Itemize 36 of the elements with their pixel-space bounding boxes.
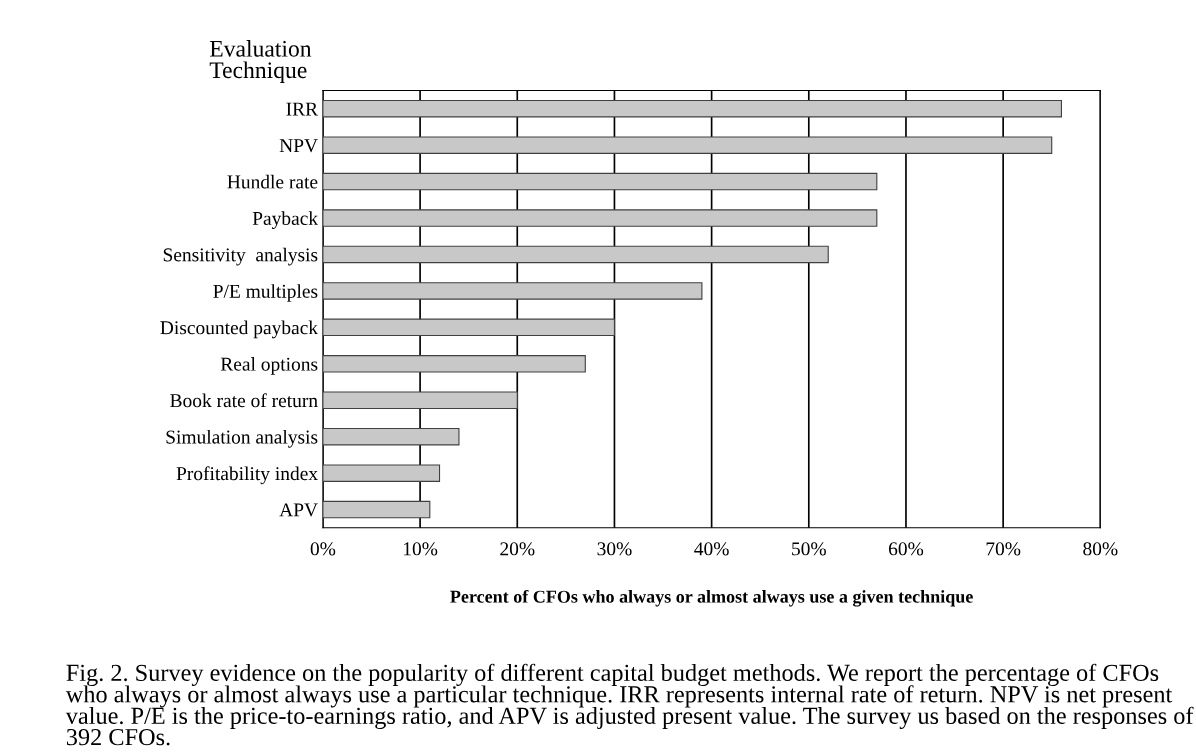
y-tick-label: P/E multiples <box>213 284 318 302</box>
x-tick-label: 50% <box>792 542 826 556</box>
y-axis-title: Evaluation Technique <box>209 40 312 83</box>
x-tick-label: 80% <box>1083 542 1118 556</box>
bar <box>322 391 518 410</box>
y-tick-label: Hundle rate <box>227 174 318 189</box>
bar <box>322 464 441 482</box>
y-tick-label: Payback <box>252 211 319 229</box>
x-axis-title: Percent of CFOs who always or almost always use a given technique <box>450 589 973 607</box>
x-tick-label: 20% <box>500 542 535 556</box>
y-tick-label: NPV <box>279 139 318 153</box>
bar <box>322 355 586 373</box>
y-tick-label: Book rate of return <box>170 393 318 408</box>
x-tick-label: 70% <box>986 542 1021 556</box>
bar <box>322 99 1063 118</box>
y-tick-label: Profitability index <box>176 466 318 485</box>
y-tick-label: Discounted payback <box>160 320 319 339</box>
bar <box>322 427 460 446</box>
bar <box>322 282 703 300</box>
x-tick-label: 0% <box>310 542 336 556</box>
y-tick-label: APV <box>279 503 318 517</box>
bar <box>322 500 431 519</box>
caption: Fig. 2. Survey evidence on the popularity of different capital budget methods. We report the percentage of CFOs who always or almost always use a particular technique. IRR represents internal rate of return. NPV is net present value. P/E is the price-to-earnings ratio, and APV is adjusted present value. The survey us based on the responses of 392 CFOs. <box>65 663 1194 746</box>
x-tick-label: 10% <box>403 542 438 556</box>
y-tick-label: IRR <box>286 102 319 116</box>
y-tick-label: Sensitivity analysis <box>163 247 318 266</box>
y-tick-label: Simulation analysis <box>166 429 318 448</box>
y-tick-label: Real options <box>220 357 318 375</box>
bar <box>322 172 878 191</box>
x-tick-label: 60% <box>888 542 924 556</box>
bar <box>322 318 616 337</box>
x-tick-label: 30% <box>597 542 632 556</box>
bar <box>322 245 829 264</box>
bar <box>322 209 878 227</box>
x-tick-label: 40% <box>694 542 729 556</box>
bar <box>322 136 1053 154</box>
